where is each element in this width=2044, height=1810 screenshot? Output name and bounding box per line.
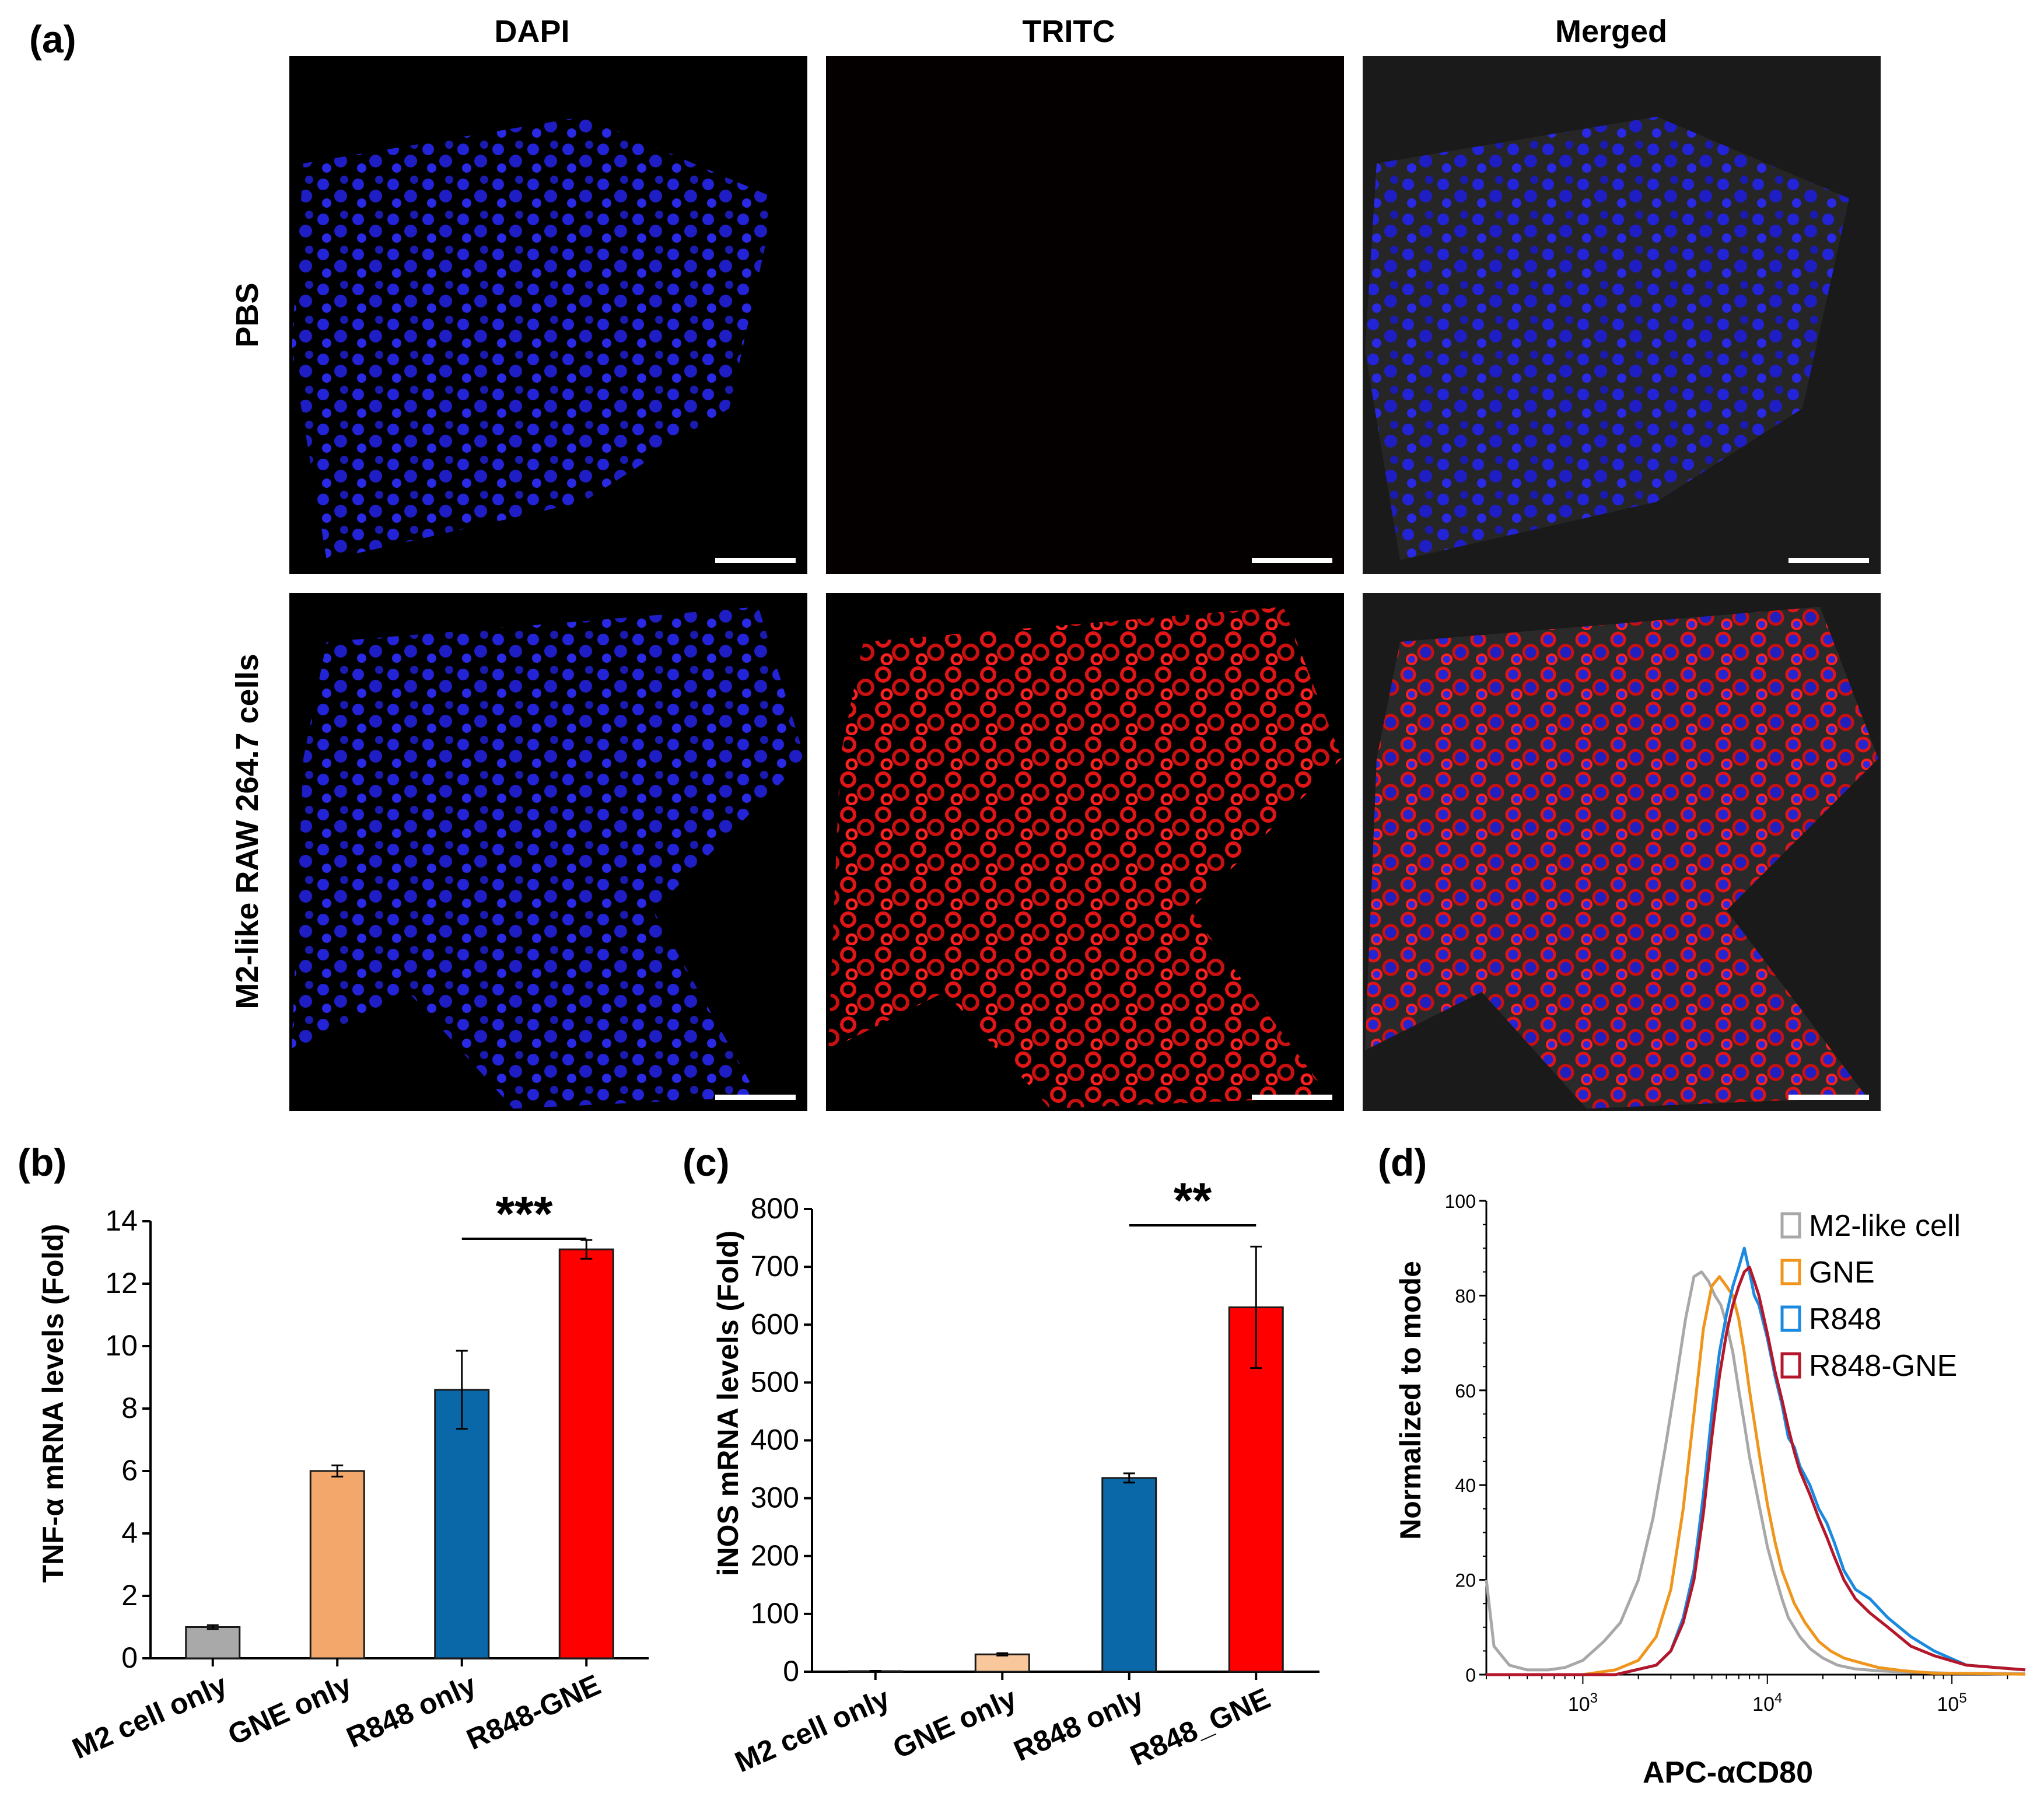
bar [434,1389,490,1659]
legend-swatch [1780,1212,1801,1239]
y-tick-label: 12 [105,1267,138,1299]
scale-bar [1788,558,1869,563]
column-label-dapi: DAPI [494,14,569,49]
significance-label: ** [1174,1173,1212,1228]
image-pbs-merged [1363,56,1881,574]
category-label: GNE only [223,1668,356,1752]
legend-swatch [1780,1352,1801,1379]
image-m2-tritc [826,593,1344,1111]
chart-d: (d) Normalized to mode APC-αCD80 0 20 40 60… [1378,1141,2026,1790]
legend-label: R848-GNE [1809,1349,1957,1383]
bar [558,1248,614,1659]
category-label: GNE only [888,1682,1021,1765]
bar [309,1470,365,1659]
series-line [1486,1266,2026,1676]
y-tick-label: 600 [751,1308,799,1340]
y-tick-label: 40 [1455,1475,1476,1496]
y-axis-label: Normalized to mode [1394,1261,1427,1540]
chart-b: (b) TNF-α mRNA levels (Fold) 0 2 4 6 8 10 12 14… [18,1141,649,1765]
y-tick-label: 0 [121,1641,138,1674]
column-label-tritc: TRITC [1023,14,1115,49]
y-tick-label: 8 [121,1392,138,1424]
y-axis-label: TNF-α mRNA levels (Fold) [37,1224,69,1582]
x-tick-label: 103 [1568,1690,1598,1715]
bar [185,1626,241,1659]
y-tick-label: 14 [105,1204,138,1237]
row-label-pbs: PBS [230,282,265,347]
image-m2-dapi [289,593,807,1111]
y-tick-label: 10 [105,1329,138,1362]
category-label: R848_GNE [1125,1682,1275,1772]
bar [1101,1477,1157,1673]
category-label: R848-GNE [462,1668,606,1756]
category-label: M2 cell only [68,1668,232,1766]
image-pbs-dapi [289,56,807,574]
panel-d-label: (d) [1378,1141,1427,1184]
panel-b-label: (b) [18,1141,66,1184]
y-tick-label: 60 [1455,1381,1476,1402]
category-label: R848 only [1009,1682,1149,1767]
y-tick-label: 20 [1455,1570,1476,1591]
scale-bar [1788,1095,1869,1100]
y-tick-label: 400 [751,1424,799,1456]
category-label: R848 only [342,1668,481,1754]
legend-swatch [1780,1259,1801,1285]
panel-a: (a) DAPI TRITC Merged PBS M2-like RAW 26… [29,14,1881,1111]
chart-c: (c) iNOS mRNA levels (Fold) 0 100 200 300 40… [682,1141,1320,1778]
series-line [1485,1270,2026,1675]
scale-bar [1252,558,1332,563]
panel-a-label: (a) [29,18,76,61]
y-tick-label: 80 [1455,1285,1476,1306]
y-tick-label: 300 [751,1481,799,1514]
legend-swatch [1780,1305,1801,1332]
y-tick-label: 100 [751,1597,799,1630]
legend-label: M2-like cell [1809,1209,1961,1243]
image-pbs-tritc [826,56,1344,574]
column-label-merged: Merged [1555,14,1667,49]
y-tick-label: 4 [121,1517,138,1549]
legend-label: R848 [1809,1302,1881,1336]
y-tick-label: 0 [783,1655,799,1687]
y-tick-label: 6 [121,1454,138,1487]
y-tick-label: 100 [1445,1191,1476,1212]
row-label-m2: M2-like RAW 264.7 cells [230,654,265,1009]
category-label: M2 cell only [730,1682,895,1779]
y-tick-label: 200 [751,1539,799,1572]
significance-label: *** [495,1186,552,1241]
y-tick-label: 2 [121,1579,138,1612]
scale-bar [715,558,796,563]
x-tick-label: 104 [1752,1690,1782,1715]
y-tick-label: 500 [751,1365,799,1398]
image-m2-merged [1363,593,1881,1111]
series-line [1486,1275,2026,1676]
x-axis-label: APC-αCD80 [1643,1756,1813,1790]
x-tick-label: 105 [1937,1690,1967,1715]
y-tick-label: 0 [1465,1665,1476,1686]
bar [974,1653,1030,1673]
panel-c-label: (c) [682,1141,730,1184]
scale-bar [1252,1095,1332,1100]
legend-label: GNE [1809,1256,1875,1290]
y-tick-label: 700 [751,1250,799,1283]
series-line [1486,1246,2026,1676]
scale-bar [715,1095,796,1100]
y-tick-label: 800 [751,1192,799,1225]
y-axis-label: iNOS mRNA levels (Fold) [712,1231,744,1577]
